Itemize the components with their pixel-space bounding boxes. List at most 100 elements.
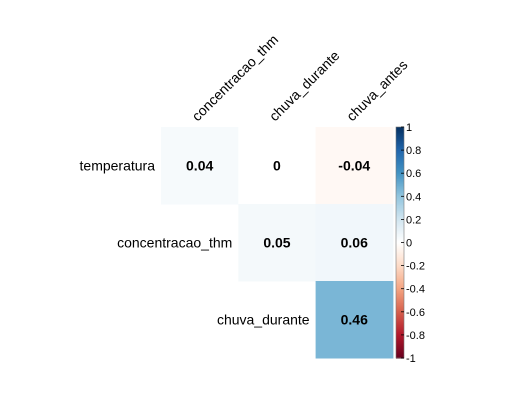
colorbar-tick-label: 0.8 xyxy=(406,145,421,157)
colorbar-segment xyxy=(396,196,404,199)
colorbar-tick-label: 0.2 xyxy=(406,214,421,226)
colorbar-segment xyxy=(396,147,404,150)
colorbar-segment xyxy=(396,233,404,236)
colorbar-segment xyxy=(396,154,404,157)
colorbar-segment xyxy=(396,349,404,352)
colorbar-segment xyxy=(396,166,404,169)
colorbar-segment xyxy=(396,338,404,341)
colorbar-segment xyxy=(396,307,404,309)
colorbar-segment xyxy=(396,282,404,285)
colorbar-segment xyxy=(396,199,404,202)
colorbar-segment xyxy=(396,217,404,219)
colorbar-segment xyxy=(396,303,404,306)
colorbar-segment xyxy=(396,213,404,216)
colorbar-segment xyxy=(396,200,404,203)
colorbar-segment xyxy=(396,232,404,234)
colorbar-segment xyxy=(396,197,404,200)
colorbar-segment xyxy=(396,227,404,230)
colorbar-segment xyxy=(396,143,404,145)
column-label: chuva_durante xyxy=(266,47,343,124)
colorbar-segment xyxy=(396,244,404,247)
colorbar-segment xyxy=(396,204,404,207)
colorbar-tick-label: -0.4 xyxy=(406,284,425,296)
colorbar-segment xyxy=(396,206,404,209)
colorbar-segment xyxy=(396,207,404,210)
colorbar-tick-label: 0 xyxy=(406,238,412,250)
colorbar-segment xyxy=(396,312,404,315)
colorbar-segment xyxy=(396,249,404,252)
colorbar-segment xyxy=(396,256,404,259)
colorbar-segment xyxy=(396,188,404,190)
row-labels: temperatura concentracao_thm chuva_durante xyxy=(80,158,310,328)
colorbar-tick-label: 0.6 xyxy=(406,168,421,180)
colorbar-segment xyxy=(396,332,404,335)
colorbar-segment xyxy=(396,159,404,162)
colorbar-segment xyxy=(396,262,404,264)
colorbar-segment xyxy=(396,225,404,227)
colorbar-segment xyxy=(396,292,404,294)
colorbar-segment xyxy=(396,324,404,327)
colorbar-segment xyxy=(396,222,404,225)
colorbar-segment xyxy=(396,229,404,232)
colorbar-segment xyxy=(396,130,404,133)
colorbar-segment xyxy=(396,295,404,298)
colorbar-segment xyxy=(396,336,404,338)
colorbar-segment xyxy=(396,275,404,278)
colorbar-segment xyxy=(396,266,404,269)
colorbar-segment xyxy=(396,251,404,254)
colorbar-segment xyxy=(396,174,404,177)
colorbar-segment xyxy=(396,127,404,129)
colorbar-segment xyxy=(396,236,404,239)
colorbar-segment xyxy=(396,264,404,267)
colorbar-segment xyxy=(396,318,404,321)
colorbar-segment xyxy=(396,337,404,339)
colorbar-segment xyxy=(396,309,404,312)
colorbar-segment xyxy=(396,351,404,353)
colorbar-segment xyxy=(396,248,404,251)
colorbar-segment xyxy=(396,285,404,287)
colorbar-segment xyxy=(396,323,404,326)
colorbar-segment xyxy=(396,211,404,214)
colorbar-segment xyxy=(396,286,404,289)
heatmap-cell-0-2 xyxy=(315,127,394,205)
colorbar-segment xyxy=(396,271,404,274)
colorbar-segment xyxy=(396,284,404,286)
colorbar-segment xyxy=(396,139,404,142)
colorbar-segment xyxy=(396,219,404,222)
colorbar-segment xyxy=(396,272,404,275)
colorbar-segment xyxy=(396,228,404,231)
colorbar-segment xyxy=(396,145,404,148)
colorbar-segment xyxy=(396,202,404,204)
colorbar-segment xyxy=(396,259,404,262)
colorbar-segment xyxy=(396,255,404,257)
colorbar-segment xyxy=(396,270,404,272)
colorbar-segment xyxy=(396,353,404,356)
colorbar-segment xyxy=(396,331,404,334)
colorbar-segment xyxy=(396,280,404,283)
row-label: concentracao_thm xyxy=(117,235,232,251)
colorbar-segment xyxy=(396,137,404,140)
colorbar-segment xyxy=(396,287,404,290)
colorbar-segment xyxy=(396,215,404,218)
colorbar-segment xyxy=(396,235,404,238)
colorbar-segment xyxy=(396,277,404,279)
colorbar-segment xyxy=(396,234,404,237)
colorbar-segment xyxy=(396,135,404,137)
colorbar-segment xyxy=(396,162,404,165)
colorbar-tick-label: 0.4 xyxy=(406,191,421,203)
colorbar-segment xyxy=(396,319,404,322)
colorbar-segment xyxy=(396,340,404,343)
colorbar-tick-label: 1 xyxy=(406,122,412,134)
colorbar-segment xyxy=(396,221,404,224)
colorbar-segment xyxy=(396,133,404,136)
colorbar-segment xyxy=(396,301,404,304)
heatmap-cell-1-2 xyxy=(315,204,394,282)
colorbar-segment xyxy=(396,347,404,350)
cell-value-label: 0.04 xyxy=(186,158,213,174)
colorbar-segment xyxy=(396,191,404,194)
heatmap-cell-0-0 xyxy=(161,127,239,205)
colorbar-segment xyxy=(396,322,404,324)
colorbar-segment xyxy=(396,195,404,197)
colorbar-segment xyxy=(396,155,404,158)
